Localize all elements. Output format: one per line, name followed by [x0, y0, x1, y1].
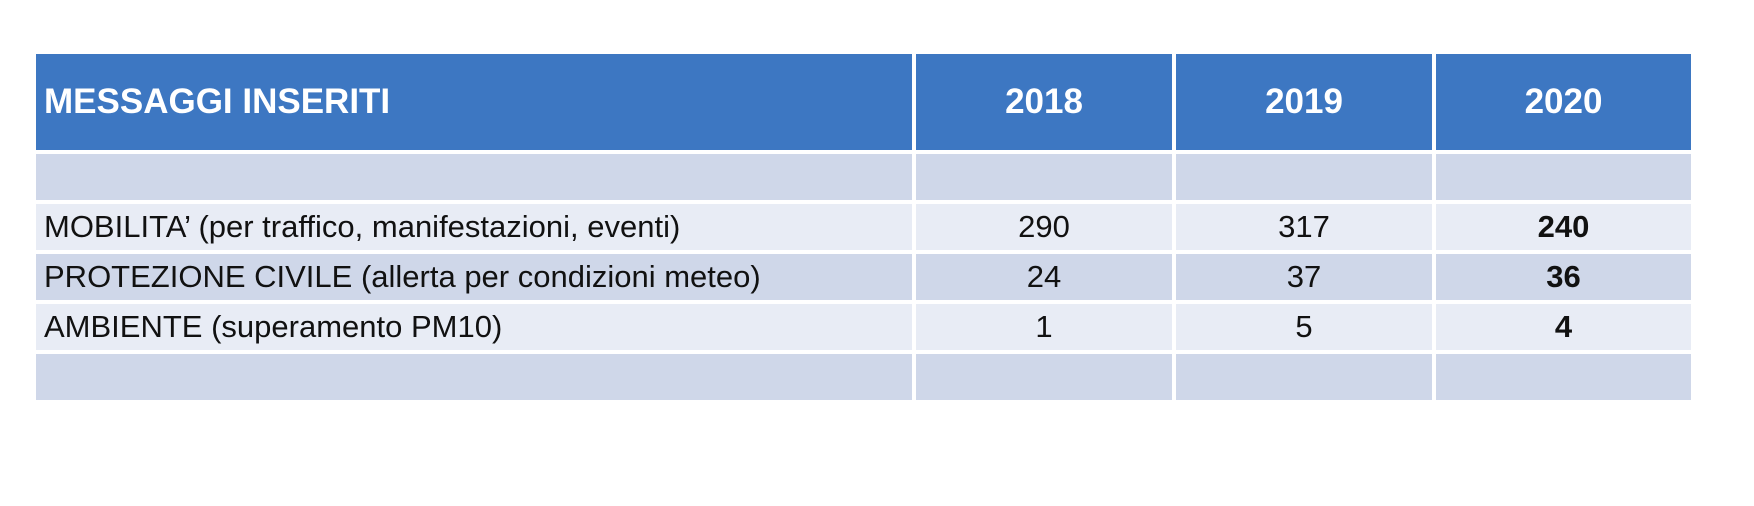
table-row: [32, 350, 1695, 404]
cell-2019: [1172, 350, 1436, 404]
messages-table: MESSAGGI INSERITI 2018 2019 2020 MOBILIT…: [32, 50, 1695, 404]
cell-2020: [1432, 350, 1695, 404]
cell-2018: [912, 150, 1176, 204]
cell-2020: 4: [1432, 300, 1695, 354]
cell-2018: [912, 350, 1176, 404]
cell-2019: 317: [1172, 200, 1436, 254]
header-year-2020: 2020: [1432, 50, 1695, 154]
cell-2018: 24: [912, 250, 1176, 304]
header-year-2019: 2019: [1172, 50, 1436, 154]
row-label: AMBIENTE (superamento PM10): [32, 300, 916, 354]
cell-2020: 36: [1432, 250, 1695, 304]
header-label: MESSAGGI INSERITI: [32, 50, 916, 154]
cell-2018: 1: [912, 300, 1176, 354]
row-label: PROTEZIONE CIVILE (allerta per condizion…: [32, 250, 916, 304]
table-row: MOBILITA’ (per traffico, manifestazioni,…: [32, 200, 1695, 254]
header-year-2018: 2018: [912, 50, 1176, 154]
cell-2019: 37: [1172, 250, 1436, 304]
table-row: [32, 150, 1695, 204]
cell-2020: [1432, 150, 1695, 204]
cell-2019: 5: [1172, 300, 1436, 354]
cell-2018: 290: [912, 200, 1176, 254]
row-label: [32, 350, 916, 404]
table-header-row: MESSAGGI INSERITI 2018 2019 2020: [32, 50, 1695, 154]
row-label: [32, 150, 916, 204]
row-label: MOBILITA’ (per traffico, manifestazioni,…: [32, 200, 916, 254]
table-row: AMBIENTE (superamento PM10) 1 5 4: [32, 300, 1695, 354]
cell-2019: [1172, 150, 1436, 204]
table-row: PROTEZIONE CIVILE (allerta per condizion…: [32, 250, 1695, 304]
cell-2020: 240: [1432, 200, 1695, 254]
